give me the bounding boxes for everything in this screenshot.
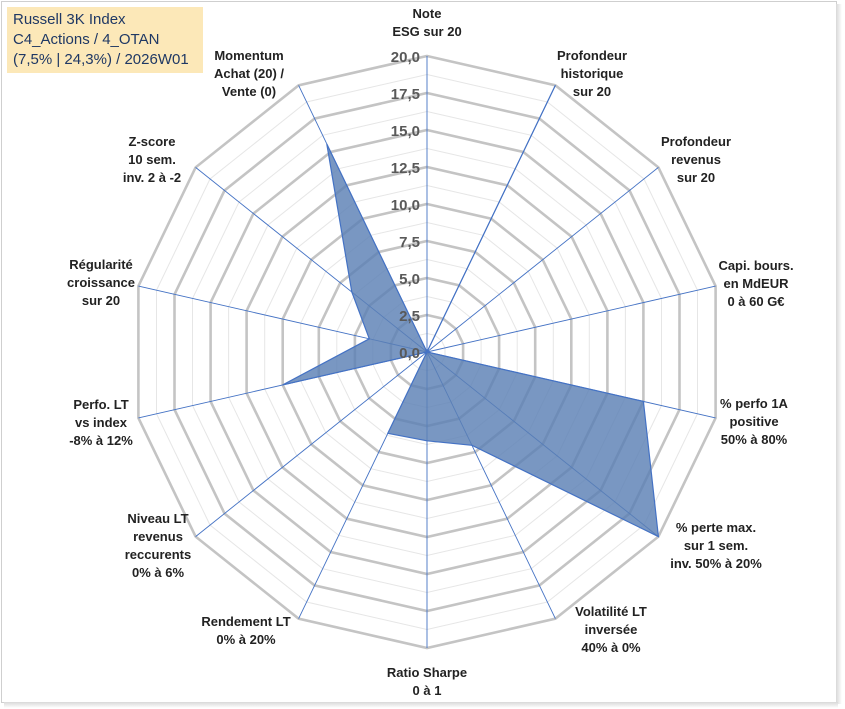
frame-shadow-bottom <box>4 702 838 708</box>
tick-label: 0,0 <box>399 345 420 362</box>
tick-label: 15,0 <box>391 123 420 140</box>
axis-label: % perte max. sur 1 sem. inv. 50% à 20% <box>670 520 762 571</box>
axis-label: Z-score 10 sem. inv. 2 à -2 <box>123 134 181 185</box>
axis-label: Niveau LT revenus reccurents 0% à 6% <box>125 511 191 580</box>
axis-labels: Note ESG sur 20 Profondeur historique sur 20… <box>67 6 794 698</box>
tick-label: 2,5 <box>399 308 420 325</box>
axis-label: Capi. bours. en MdEUR 0 à 60 G€ <box>718 258 793 309</box>
axis-label: Profondeur historique sur 20 <box>557 48 627 99</box>
radar-spoke <box>426 285 716 353</box>
axis-label: Profondeur revenus sur 20 <box>661 134 731 185</box>
radar-spoke <box>195 351 428 537</box>
radar-series <box>282 85 660 538</box>
axis-label: % perfo 1A positive 50% à 80% <box>720 396 789 447</box>
tick-label: 17,5 <box>391 86 420 103</box>
title-line-3: (7,5% | 24,3%) / 2026W01 <box>13 51 189 68</box>
tick-label: 7,5 <box>399 234 420 251</box>
series-area <box>282 85 660 538</box>
axis-label: Régularité croissance sur 20 <box>67 257 135 308</box>
axis-label: Rendement LT 0% à 20% <box>201 614 290 647</box>
frame-shadow-right <box>836 4 842 704</box>
tick-label: 10,0 <box>391 197 420 214</box>
radial-tick-labels: 0,0 2,5 5,0 7,5 10,0 12,5 15,0 17,5 20,0 <box>391 49 420 362</box>
axis-label: Momentum Achat (20) / Vente (0) <box>214 48 284 99</box>
radar-spoke <box>426 167 659 353</box>
chart-title-box: Russell 3K Index C4_Actions / 4_OTAN (7,… <box>7 7 203 73</box>
axis-label: Note ESG sur 20 <box>392 6 461 39</box>
tick-label: 20,0 <box>391 49 420 66</box>
axis-label: Perfo. LT vs index -8% à 12% <box>69 397 133 448</box>
title-line-2: C4_Actions / 4_OTAN <box>13 31 160 48</box>
axis-label: Volatilité LT inversée 40% à 0% <box>575 604 647 655</box>
title-line-1: Russell 3K Index <box>13 11 126 28</box>
axis-label: Ratio Sharpe 0 à 1 <box>387 665 467 698</box>
tick-label: 5,0 <box>399 271 420 288</box>
tick-label: 12,5 <box>391 160 420 177</box>
